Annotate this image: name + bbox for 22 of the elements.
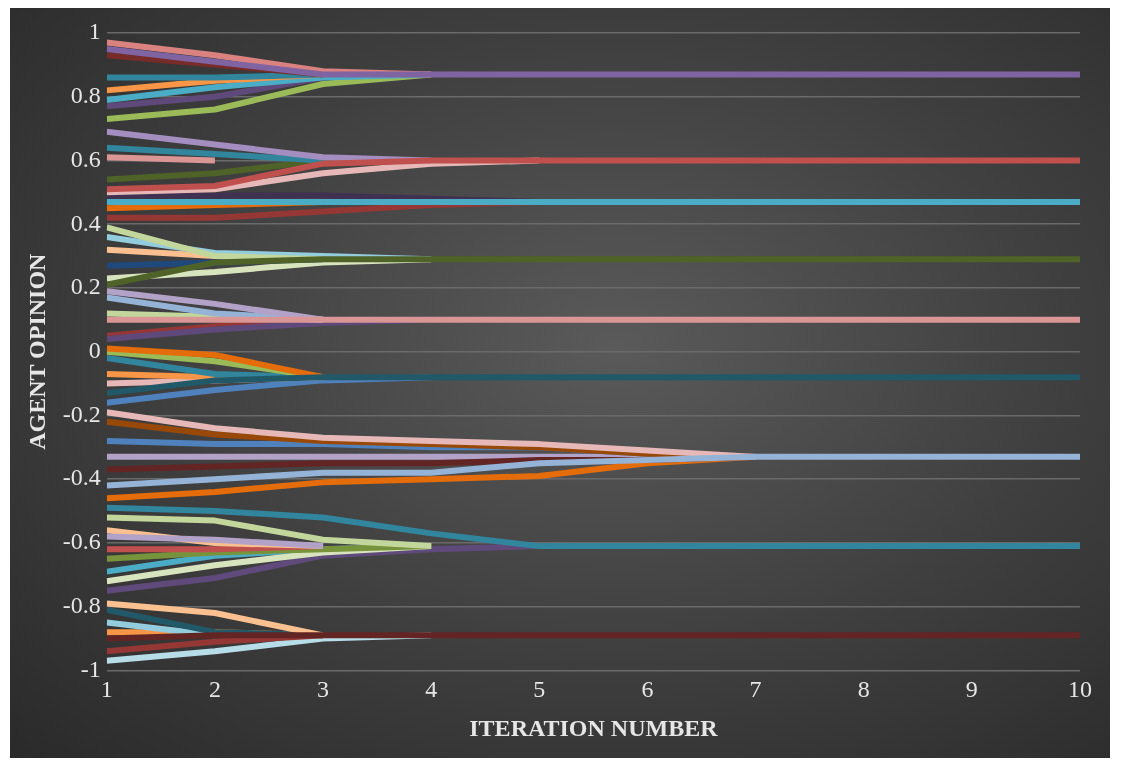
y-tick-label: 0.8 <box>70 82 101 109</box>
y-axis-title: AGENT OPINION <box>23 252 50 450</box>
x-tick-label: 10 <box>1068 676 1092 703</box>
y-tick-label: -1 <box>80 655 101 682</box>
x-tick-label: 4 <box>425 676 438 703</box>
x-axis-title: ITERATION NUMBER <box>469 714 719 741</box>
y-tick-label: 1 <box>88 18 101 45</box>
y-tick-label: -0.2 <box>62 400 101 427</box>
x-tick-label: 9 <box>965 676 978 703</box>
x-tick-label: 2 <box>208 676 221 703</box>
y-tick-label: 0.6 <box>70 145 101 172</box>
y-tick-label: -0.4 <box>62 464 101 491</box>
y-tick-label: 0 <box>88 337 101 363</box>
y-tick-label: -0.6 <box>62 528 101 555</box>
x-tick-label: 7 <box>749 676 762 703</box>
x-tick-label: 5 <box>533 676 546 703</box>
x-tick-label: 3 <box>317 676 330 703</box>
x-tick-label: 6 <box>641 676 654 703</box>
y-tick-label: 0.4 <box>70 209 101 236</box>
y-tick-label: -0.8 <box>62 591 101 618</box>
x-tick-label: 8 <box>857 676 870 703</box>
y-tick-label: 0.2 <box>70 273 101 300</box>
